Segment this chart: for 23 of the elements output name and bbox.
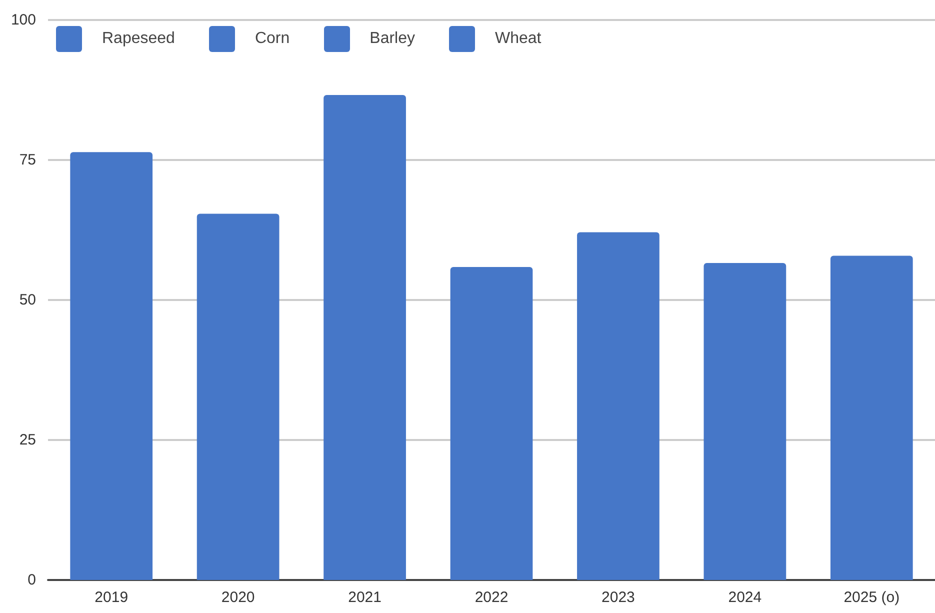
bar bbox=[324, 95, 406, 580]
annotation: Corn bbox=[254, 30, 290, 48]
bar bbox=[704, 263, 786, 580]
annotation: Barley bbox=[370, 30, 415, 48]
bar bbox=[577, 232, 660, 580]
annotation: Wheat bbox=[495, 30, 542, 48]
annotation: Rapeseed bbox=[102, 30, 175, 48]
y-tick-label: 25 bbox=[19, 432, 36, 448]
x-tick-label: 2023 bbox=[602, 589, 635, 606]
y-tick-label: 50 bbox=[19, 292, 36, 308]
bar bbox=[830, 256, 913, 580]
bar bbox=[196, 214, 280, 580]
bar bbox=[70, 152, 153, 580]
bar bbox=[450, 266, 533, 580]
x-tick-label: 2019 bbox=[94, 589, 128, 606]
x-tick-label: 2020 bbox=[221, 589, 255, 606]
y-tick-label: 100 bbox=[10, 12, 36, 28]
x-tick-label: 2025 (o) bbox=[844, 589, 900, 606]
x-tick-label: 2022 bbox=[474, 589, 508, 606]
x-tick-label: 2024 bbox=[728, 589, 762, 606]
x-tick-label: 2021 bbox=[348, 589, 382, 606]
y-tick-label: 75 bbox=[19, 152, 36, 168]
y-tick-label: 0 bbox=[28, 572, 36, 588]
